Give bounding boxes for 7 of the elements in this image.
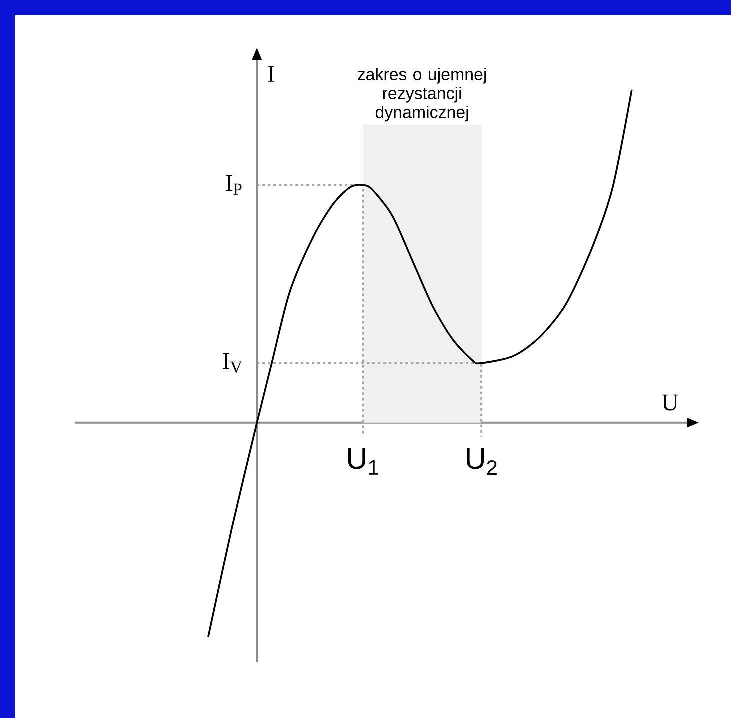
annotation: I$_{P}$ <box>226 176 242 195</box>
x-tick-label: U$_{1}$ <box>348 448 378 475</box>
annotation: I$_{V}$ <box>223 354 242 374</box>
y-axis-title: I <box>268 66 274 82</box>
x-axis-title: U <box>662 394 678 411</box>
x-tick-label: U$_{2}$ <box>467 448 497 476</box>
band-label: zakres o ujemnej rezystancji dynamicznej <box>358 68 486 122</box>
